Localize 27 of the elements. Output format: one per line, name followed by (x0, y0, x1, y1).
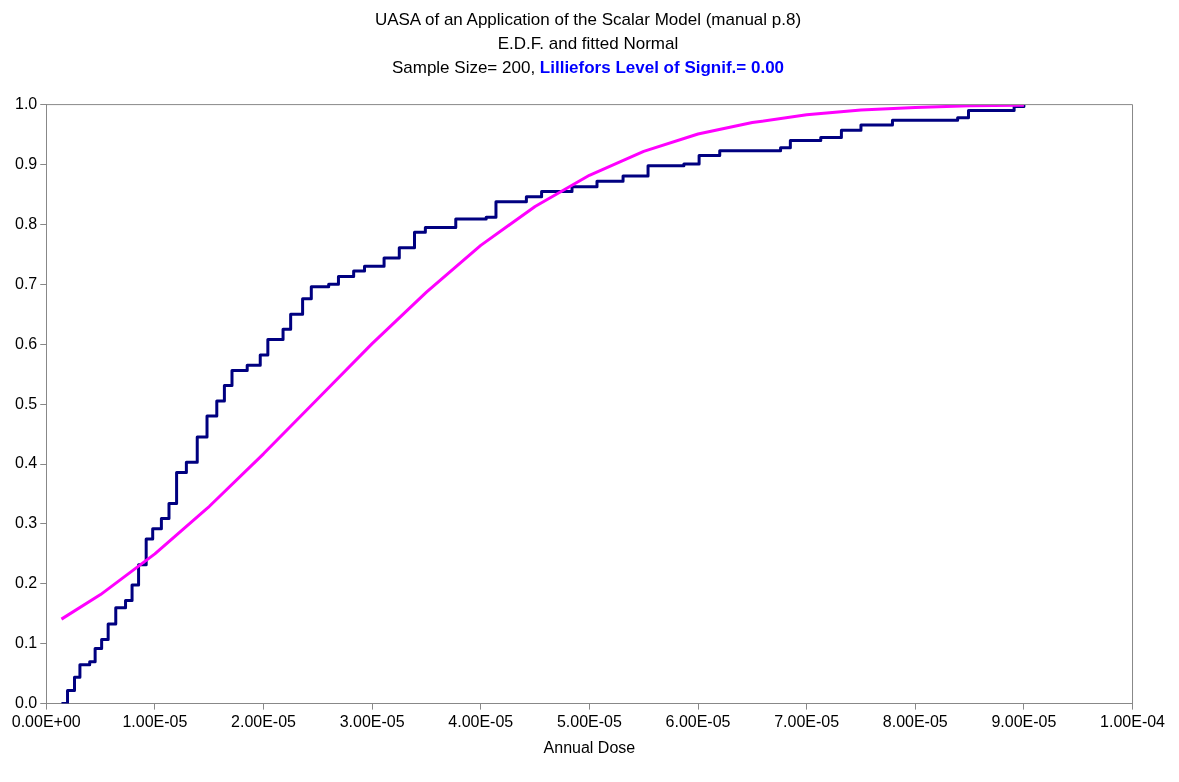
chart-subtitle: E.D.F. and fitted Normal (496, 33, 680, 55)
x-tick-label: 0.00E+00 (11, 712, 81, 730)
y-tick-label: 0.7 (14, 274, 38, 292)
x-tick-label: 4.00E-05 (448, 712, 514, 730)
x-tick-label: 5.00E-05 (556, 712, 622, 730)
y-tick-label: 0.8 (14, 214, 38, 232)
y-tick-label: 0.5 (14, 394, 38, 412)
x-axis-title: Annual Dose (543, 738, 636, 756)
x-tick-label: 1.00E-04 (1100, 712, 1166, 730)
y-tick-label: 0.3 (14, 514, 38, 532)
y-tick-label: 0.0 (14, 694, 38, 712)
y-tick-label: 0.4 (14, 454, 38, 472)
y-tick-label: 1.0 (14, 95, 38, 113)
x-tick-label: 2.00E-05 (231, 712, 297, 730)
y-tick-label: 0.6 (14, 334, 38, 352)
y-tick-label: 0.1 (14, 634, 38, 652)
text: Sample Size= 200, (391, 58, 537, 77)
text: Lilliefors Level of Signif.= 0.00 (539, 58, 785, 77)
x-tick-label: 7.00E-05 (774, 712, 840, 730)
x-tick-label: 8.00E-05 (882, 712, 948, 730)
x-tick-label: 9.00E-05 (991, 712, 1057, 730)
chart-title: UASA of an Application of the Scalar Model (manual p.8) (373, 9, 803, 31)
y-tick-label: 0.2 (14, 574, 38, 592)
x-tick-label: 3.00E-05 (339, 712, 405, 730)
y-tick-label: 0.9 (14, 154, 38, 172)
x-tick-label: 1.00E-05 (122, 712, 188, 730)
x-tick-label: 6.00E-05 (665, 712, 731, 730)
